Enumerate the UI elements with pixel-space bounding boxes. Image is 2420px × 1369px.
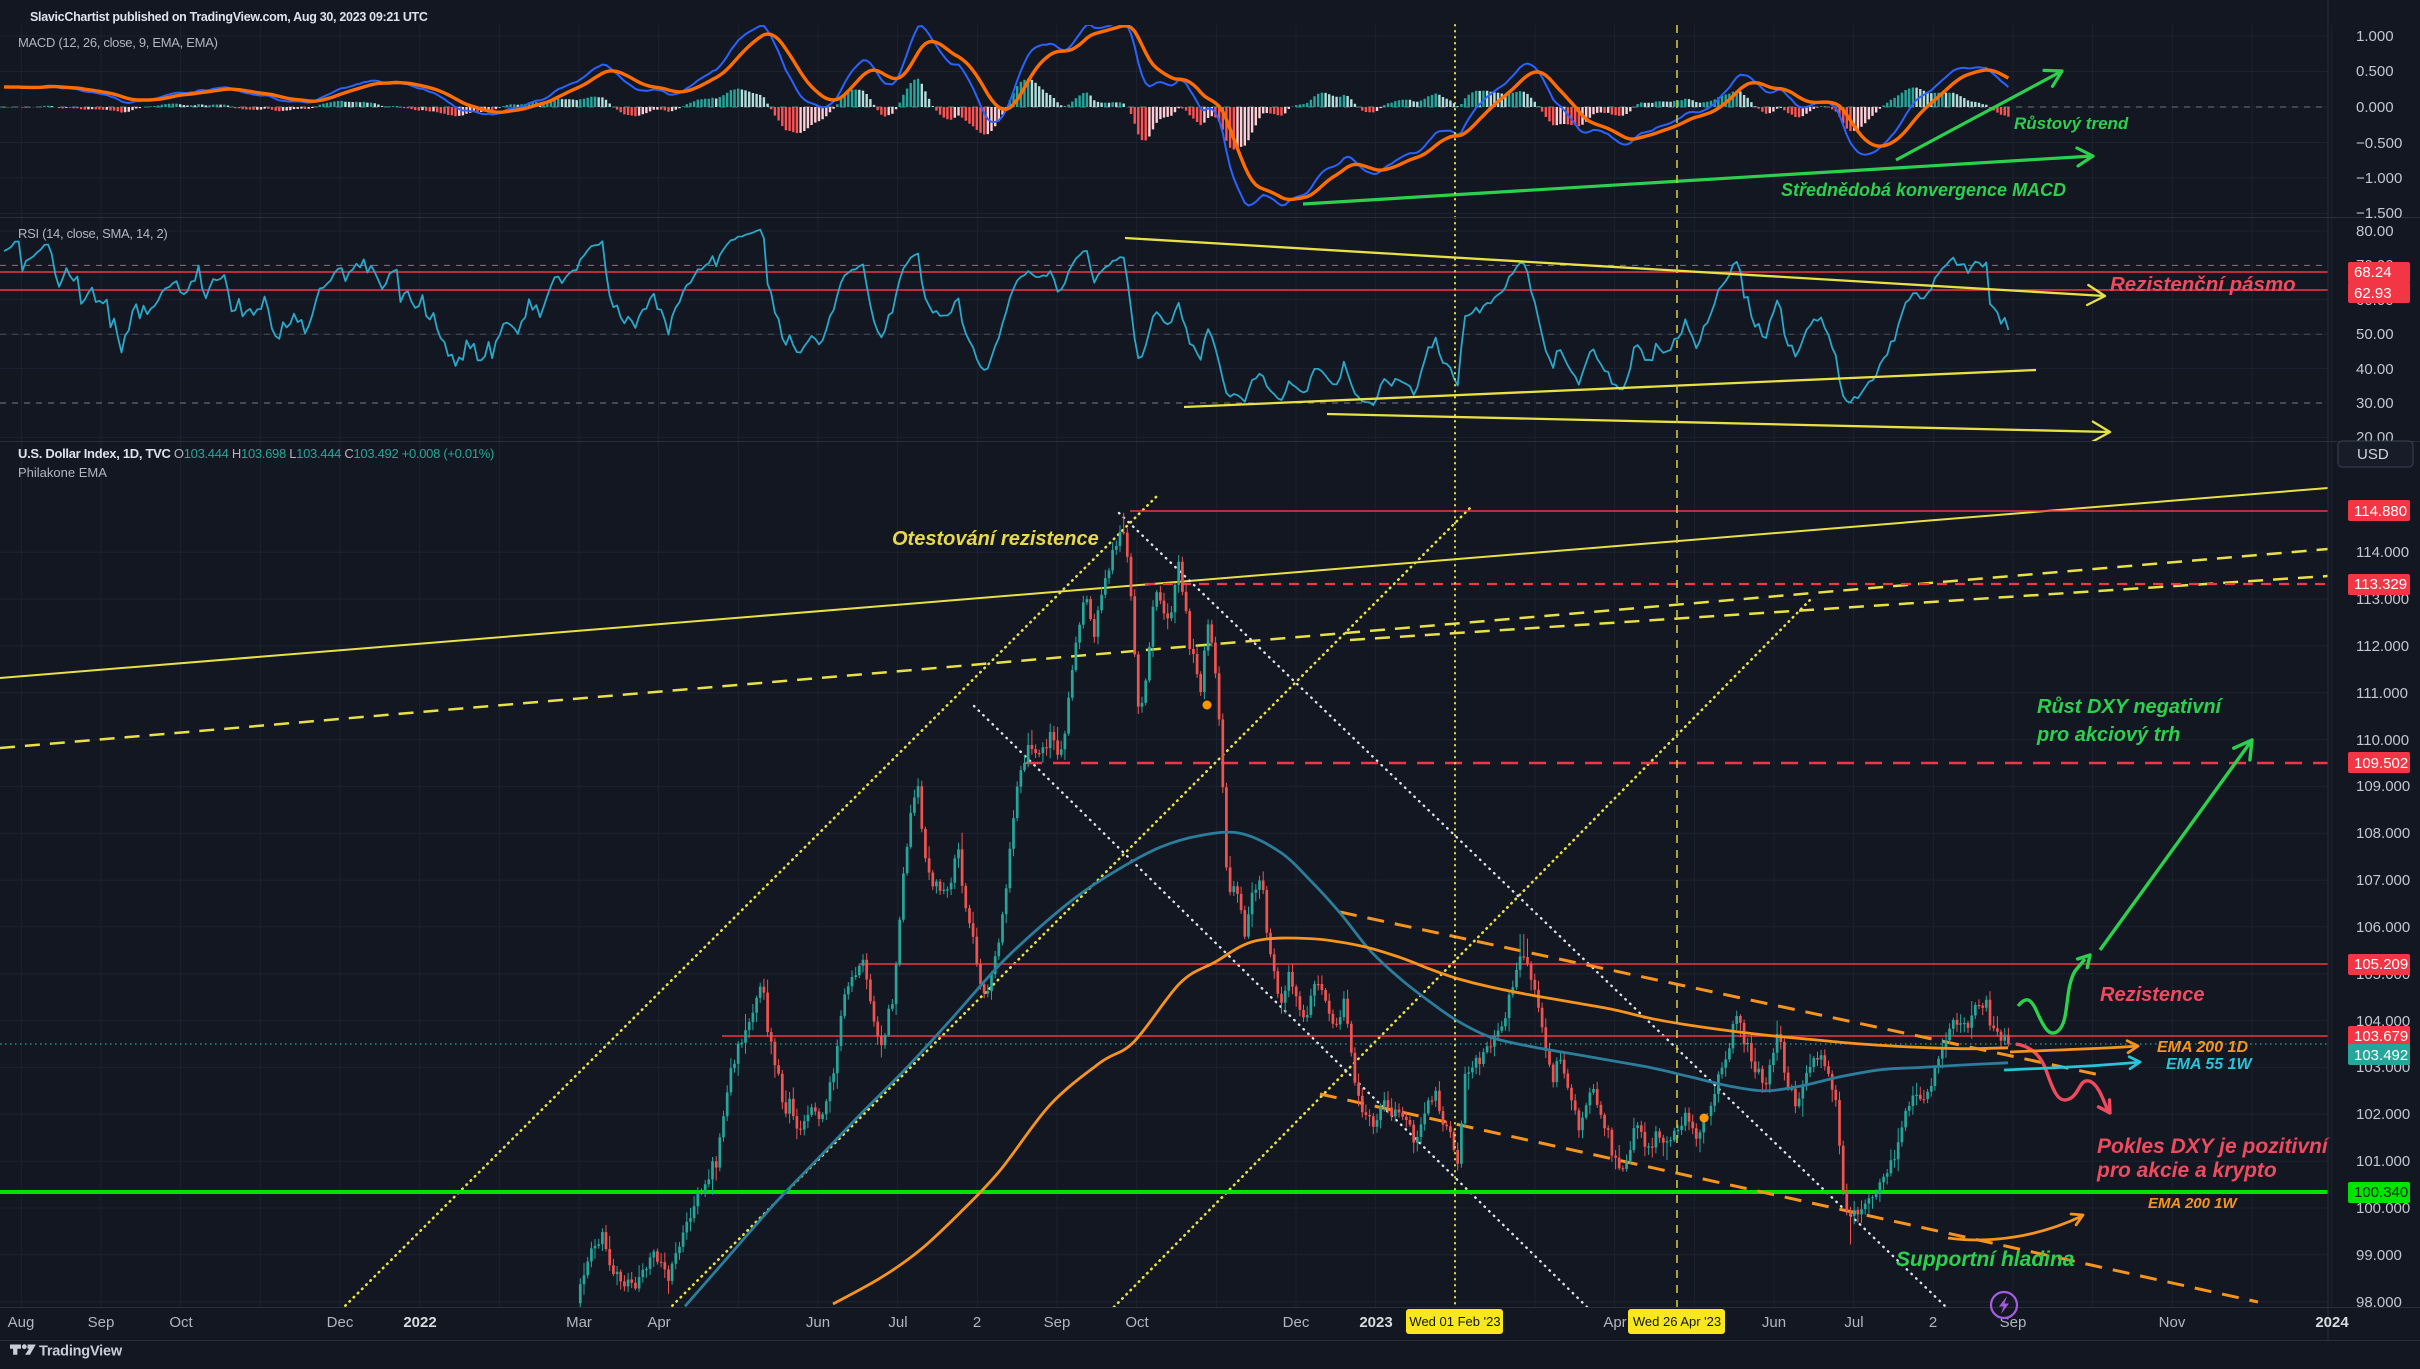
svg-text:Sep: Sep [2000, 1314, 2027, 1331]
svg-text:Oct: Oct [169, 1314, 193, 1331]
svg-text:Dec: Dec [327, 1314, 354, 1331]
svg-text:112.000: 112.000 [2356, 638, 2409, 655]
svg-text:Jul: Jul [1844, 1314, 1863, 1331]
svg-text:80.00: 80.00 [2356, 223, 2394, 240]
svg-text:MACD (12, 26, close, 9, EMA, E: MACD (12, 26, close, 9, EMA, EMA) [18, 35, 218, 50]
svg-text:Apr: Apr [647, 1314, 670, 1331]
svg-text:Jul: Jul [888, 1314, 907, 1331]
svg-text:−0.500: −0.500 [2356, 135, 2402, 152]
svg-text:108.000: 108.000 [2356, 825, 2410, 842]
svg-text:Růstový trend: Růstový trend [2014, 114, 2129, 133]
svg-text:113.329: 113.329 [2354, 576, 2407, 593]
svg-text:Pokles DXY je pozitivní: Pokles DXY je pozitivní [2097, 1135, 2331, 1158]
svg-text:Rezistence: Rezistence [2100, 984, 2205, 1006]
svg-text:Dec: Dec [1283, 1314, 1310, 1331]
svg-text:2024: 2024 [2315, 1314, 2349, 1331]
svg-text:USD: USD [2357, 446, 2389, 463]
svg-text:109.502: 109.502 [2354, 755, 2408, 772]
svg-text:Aug: Aug [8, 1314, 35, 1331]
svg-text:1.000: 1.000 [2356, 28, 2394, 45]
svg-text:pro akcie a krypto: pro akcie a krypto [2096, 1159, 2277, 1182]
svg-text:Jun: Jun [806, 1314, 830, 1331]
svg-text:113.000: 113.000 [2356, 591, 2409, 608]
svg-text:114.000: 114.000 [2356, 544, 2409, 561]
svg-text:104.000: 104.000 [2356, 1013, 2410, 1030]
svg-text:106.000: 106.000 [2356, 919, 2410, 936]
svg-text:Nov: Nov [2159, 1314, 2186, 1331]
svg-text:Oct: Oct [1125, 1314, 1149, 1331]
svg-text:107.000: 107.000 [2356, 872, 2410, 889]
svg-text:99.000: 99.000 [2356, 1247, 2402, 1264]
svg-text:40.00: 40.00 [2356, 361, 2394, 378]
svg-text:68.24: 68.24 [2354, 264, 2392, 281]
svg-text:2: 2 [973, 1314, 981, 1331]
svg-text:103.679: 103.679 [2354, 1028, 2408, 1045]
svg-text:2022: 2022 [403, 1314, 436, 1331]
svg-text:SlavicChartist published on Tr: SlavicChartist published on TradingView.… [30, 10, 428, 24]
svg-text:EMA 200 1W: EMA 200 1W [2148, 1195, 2238, 1212]
svg-text:Otestování rezistence: Otestování rezistence [892, 528, 1099, 550]
svg-text:50.00: 50.00 [2356, 326, 2394, 343]
svg-text:0.500: 0.500 [2356, 63, 2394, 80]
svg-text:111.000: 111.000 [2356, 685, 2408, 702]
svg-text:EMA 200 1D: EMA 200 1D [2157, 1039, 2248, 1056]
svg-text:Wed 26 Apr '23: Wed 26 Apr '23 [1633, 1314, 1721, 1329]
svg-text:Střednědobá konvergence MACD: Střednědobá konvergence MACD [1781, 180, 2066, 200]
svg-text:Sep: Sep [88, 1314, 115, 1331]
svg-text:Rezistenční pásmo: Rezistenční pásmo [2110, 273, 2296, 296]
svg-text:RSI (14, close, SMA, 14, 2): RSI (14, close, SMA, 14, 2) [18, 226, 167, 241]
svg-text:Mar: Mar [566, 1314, 592, 1331]
svg-text:TradingView: TradingView [39, 1344, 123, 1360]
svg-text:109.000: 109.000 [2356, 778, 2410, 795]
svg-text:2023: 2023 [1359, 1314, 1392, 1331]
svg-text:101.000: 101.000 [2356, 1153, 2410, 1170]
svg-text:Supportní hladina: Supportní hladina [1896, 1248, 2075, 1271]
svg-text:Apr: Apr [1603, 1314, 1626, 1331]
svg-text:62.93: 62.93 [2354, 285, 2392, 302]
svg-text:0.000: 0.000 [2356, 99, 2394, 116]
svg-text:U.S. Dollar Index, 1D, TVC O1: U.S. Dollar Index, 1D, TVC O103.444 H103… [18, 446, 494, 461]
svg-text:Sep: Sep [1044, 1314, 1071, 1331]
svg-text:Wed 01 Feb '23: Wed 01 Feb '23 [1409, 1314, 1500, 1329]
svg-text:100.340: 100.340 [2354, 1184, 2408, 1201]
svg-text:Philakone EMA: Philakone EMA [18, 465, 107, 480]
svg-text:110.000: 110.000 [2356, 732, 2409, 749]
svg-text:105.209: 105.209 [2354, 956, 2408, 973]
svg-text:EMA 55 1W: EMA 55 1W [2166, 1056, 2254, 1073]
svg-text:100.000: 100.000 [2356, 1200, 2410, 1217]
svg-text:2: 2 [1929, 1314, 1937, 1331]
svg-text:102.000: 102.000 [2356, 1106, 2410, 1123]
svg-text:114.880: 114.880 [2354, 503, 2407, 520]
svg-text:30.00: 30.00 [2356, 395, 2394, 412]
svg-text:pro akciový trh: pro akciový trh [2036, 724, 2180, 746]
svg-text:98.000: 98.000 [2356, 1294, 2402, 1311]
svg-text:−1.500: −1.500 [2356, 205, 2402, 222]
svg-text:Jun: Jun [1762, 1314, 1786, 1331]
svg-text:−1.000: −1.000 [2356, 170, 2402, 187]
svg-text:Růst DXY negativní: Růst DXY negativní [2037, 696, 2224, 718]
svg-text:103.492: 103.492 [2354, 1047, 2408, 1064]
